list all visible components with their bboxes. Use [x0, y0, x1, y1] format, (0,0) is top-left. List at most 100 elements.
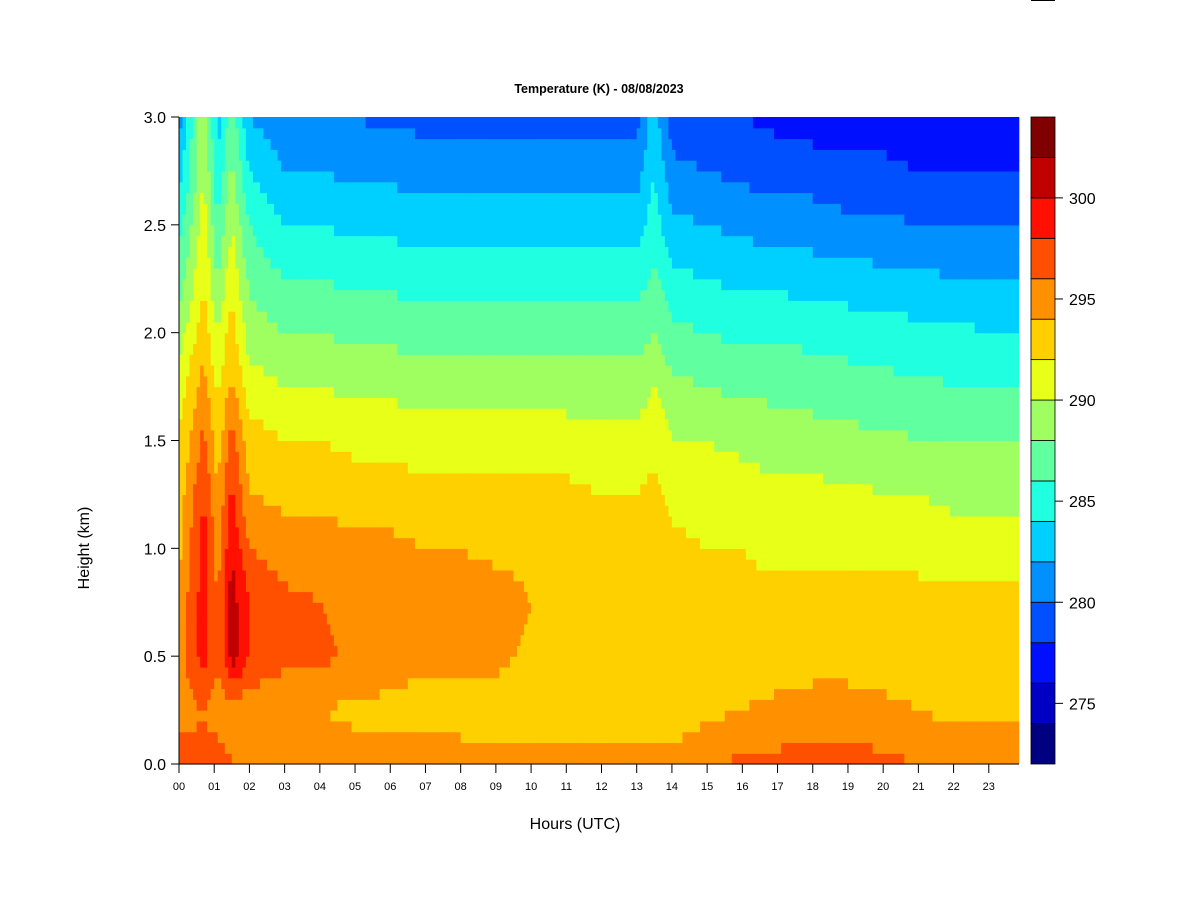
- heatmap-cell: [467, 365, 472, 377]
- heatmap-cell: [302, 731, 307, 744]
- heatmap-cell: [256, 192, 261, 204]
- heatmap-cell: [464, 505, 469, 517]
- heatmap-cell: [263, 170, 268, 183]
- heatmap-cell: [284, 645, 289, 657]
- heatmap-cell: [432, 613, 437, 625]
- heatmap-cell: [316, 537, 321, 549]
- heatmap-cell: [210, 311, 215, 323]
- heatmap-cell: [210, 429, 215, 442]
- heatmap-cell: [267, 753, 272, 765]
- heatmap-cell: [355, 526, 360, 539]
- heatmap-cell: [288, 753, 293, 765]
- heatmap-cell: [351, 613, 356, 625]
- heatmap-cell: [411, 160, 416, 172]
- heatmap-cell: [189, 408, 194, 420]
- heatmap-cell: [221, 214, 226, 226]
- heatmap-cell: [421, 634, 427, 646]
- heatmap-cell: [309, 472, 314, 485]
- heatmap-cell: [235, 634, 240, 646]
- heatmap-cell: [404, 645, 409, 657]
- heatmap-cell: [386, 386, 391, 398]
- heatmap-cell: [281, 192, 286, 204]
- heatmap-cell: [245, 343, 251, 355]
- heatmap-cell: [309, 267, 314, 280]
- heatmap-cell: [379, 181, 384, 194]
- heatmap-cell: [457, 246, 462, 258]
- heatmap-cell: [376, 170, 381, 183]
- heatmap-cell: [224, 375, 229, 388]
- heatmap-cell: [407, 656, 412, 668]
- heatmap-cell: [358, 753, 363, 765]
- heatmap-cell: [446, 580, 451, 593]
- heatmap-cell: [228, 127, 233, 140]
- heatmap-cell: [365, 192, 370, 204]
- heatmap-cell: [436, 418, 441, 431]
- heatmap-cell: [439, 192, 444, 204]
- heatmap-cell: [464, 602, 469, 614]
- heatmap-cell: [407, 613, 412, 625]
- heatmap-cell: [344, 235, 349, 247]
- heatmap-cell: [312, 591, 317, 603]
- heatmap-cell: [245, 160, 251, 172]
- heatmap-cell: [407, 429, 412, 442]
- heatmap-cell: [348, 634, 353, 646]
- heatmap-cell: [242, 580, 247, 593]
- heatmap-cell: [450, 267, 455, 280]
- heatmap-cell: [379, 289, 384, 301]
- heatmap-cell: [358, 181, 363, 194]
- heatmap-cell: [326, 699, 331, 711]
- heatmap-cell: [365, 278, 370, 291]
- heatmap-cell: [242, 559, 247, 571]
- heatmap-cell: [414, 451, 420, 463]
- heatmap-cell: [259, 548, 265, 560]
- heatmap-cell: [379, 440, 384, 452]
- heatmap-cell: [214, 408, 219, 420]
- heatmap-cell: [414, 515, 420, 528]
- heatmap-cell: [400, 397, 405, 409]
- heatmap-cell: [309, 138, 314, 150]
- heatmap-cell: [432, 483, 437, 496]
- heatmap-cell: [238, 246, 243, 258]
- heatmap-cell: [182, 634, 187, 646]
- heatmap-cell: [207, 742, 212, 754]
- heatmap-cell: [362, 720, 367, 733]
- heatmap-cell: [333, 267, 339, 280]
- heatmap-cell: [295, 127, 300, 140]
- heatmap-cell: [221, 731, 226, 744]
- heatmap-cell: [207, 354, 212, 366]
- heatmap-cell: [256, 278, 261, 291]
- heatmap-cell: [270, 224, 275, 237]
- heatmap-cell: [372, 451, 377, 463]
- heatmap-cell: [369, 688, 374, 700]
- heatmap-cell: [358, 699, 363, 711]
- heatmap-cell: [179, 580, 184, 593]
- heatmap-cell: [305, 397, 310, 409]
- heatmap-cell: [355, 354, 360, 366]
- heatmap-cell: [404, 462, 409, 474]
- heatmap-cell: [369, 569, 374, 582]
- heatmap-cell: [235, 591, 240, 603]
- heatmap-cell: [302, 666, 307, 679]
- heatmap-cell: [217, 569, 222, 582]
- heatmap-cell: [249, 645, 254, 657]
- heatmap-cell: [319, 656, 324, 668]
- heatmap-cell: [221, 246, 226, 258]
- heatmap-cell: [196, 537, 201, 549]
- heatmap-cell: [214, 515, 219, 528]
- heatmap-cell: [235, 645, 240, 657]
- heatmap-cell: [235, 613, 240, 625]
- heatmap-cell: [274, 602, 279, 614]
- heatmap-cell: [235, 526, 240, 539]
- heatmap-cell: [358, 343, 363, 355]
- heatmap-cell: [439, 720, 444, 733]
- heatmap-cell: [425, 666, 430, 679]
- heatmap-cell: [393, 602, 398, 614]
- heatmap-cell: [288, 451, 293, 463]
- heatmap-cell: [457, 332, 462, 345]
- heatmap-cell: [400, 332, 405, 345]
- heatmap-cell: [390, 214, 395, 226]
- heatmap-cell: [326, 117, 331, 129]
- heatmap-cell: [365, 526, 370, 539]
- heatmap-cell: [252, 580, 258, 593]
- heatmap-cell: [302, 192, 307, 204]
